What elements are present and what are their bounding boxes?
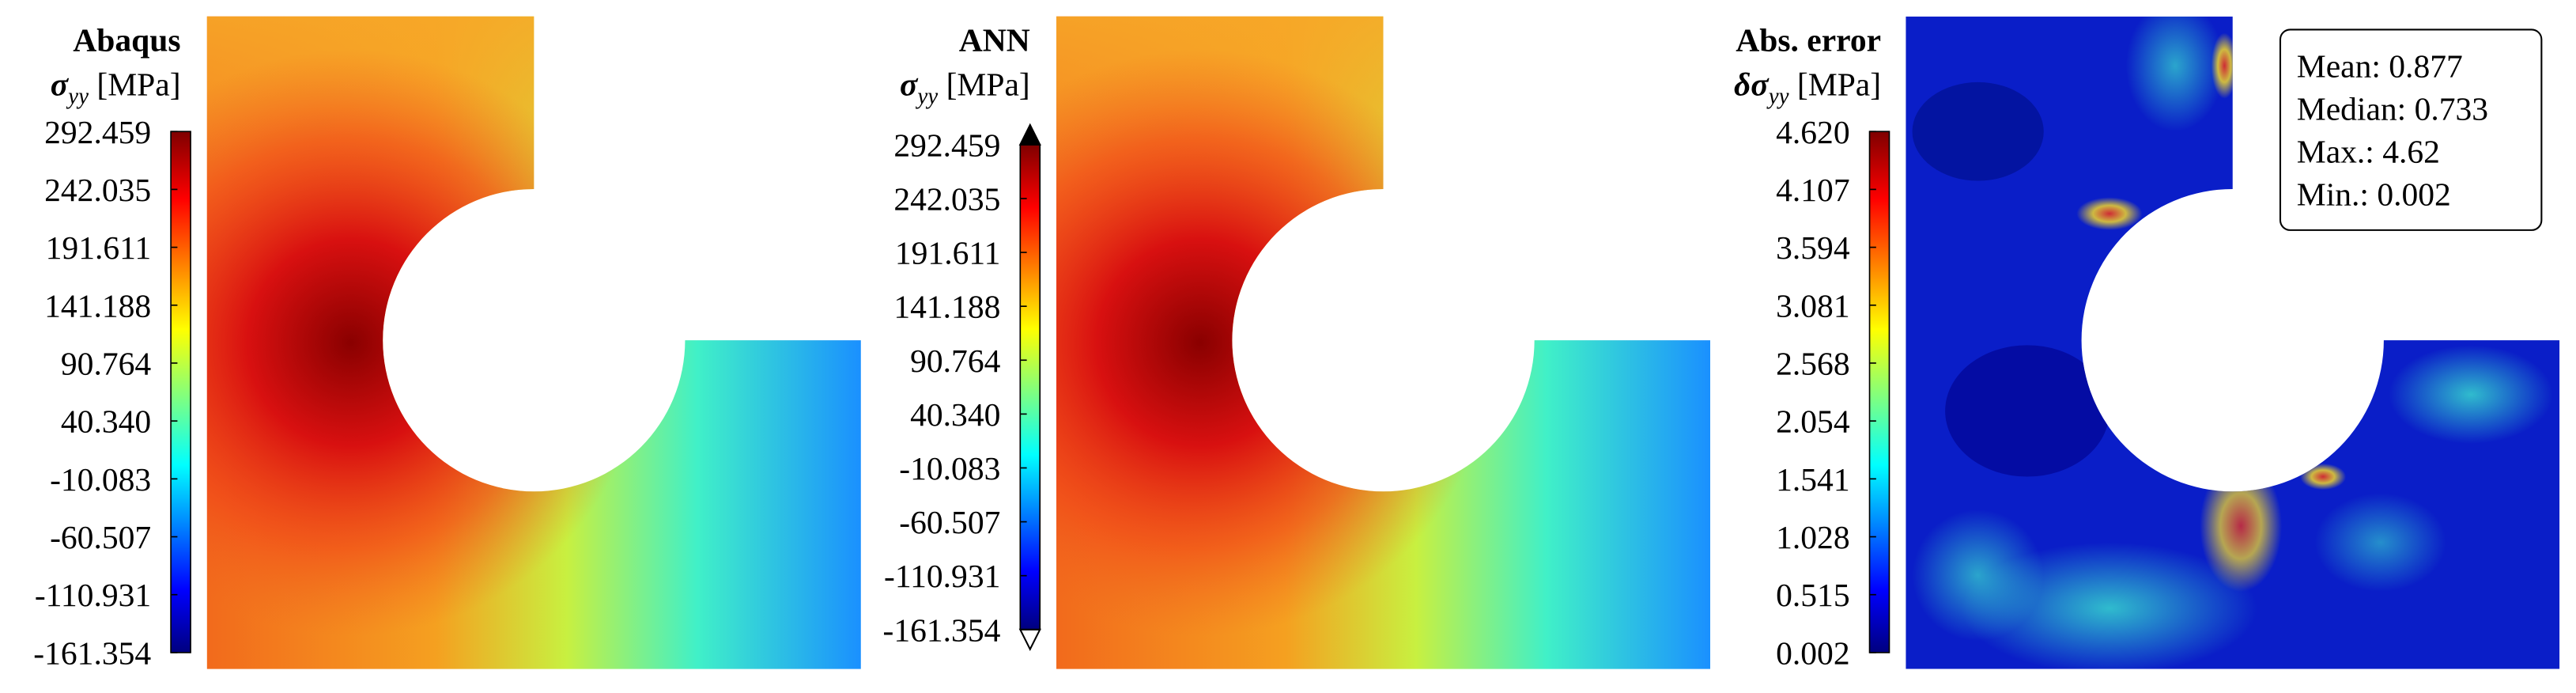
panel-title: Abs. error xyxy=(1736,21,1881,58)
colorbar-tick-label: 2.054 xyxy=(1776,403,1850,440)
colorbar-tick-label: 90.764 xyxy=(61,346,151,382)
subscript: yy xyxy=(1766,84,1789,109)
colorbar-tick-label: 40.340 xyxy=(910,396,1000,433)
stat-line: Mean: 0.877 xyxy=(2297,48,2463,85)
colorbar-tick-label: -110.931 xyxy=(884,558,1000,594)
colorbar-label: σyy [MPa] xyxy=(51,66,181,109)
stat-line: Max.: 4.62 xyxy=(2297,134,2440,170)
colorbar-tick-label: 3.594 xyxy=(1776,229,1850,266)
colorbar-tick-label: 292.459 xyxy=(44,114,151,150)
colorbar-tick-label: 141.188 xyxy=(44,287,151,324)
colorbar xyxy=(1868,131,1890,653)
colorbar-tick-label: -110.931 xyxy=(35,577,151,613)
colorbar-extend-top xyxy=(1018,123,1041,146)
colorbar-extend-bottom xyxy=(1018,628,1041,652)
abaqus-field xyxy=(206,16,861,669)
colorbar-tick-label: -60.507 xyxy=(899,504,1000,540)
colorbar-tick-label: 1.028 xyxy=(1776,519,1849,555)
colorbar-tick-label: 4.620 xyxy=(1776,114,1849,150)
colorbar-label: δσyy [MPa] xyxy=(1734,66,1881,109)
colorbar-label: σyy [MPa] xyxy=(900,66,1030,109)
colorbar-tick-label: 1.541 xyxy=(1776,461,1849,498)
ann-field xyxy=(1056,16,1710,669)
colorbar-tick-label: 3.081 xyxy=(1776,287,1849,324)
panel-title: Abaqus xyxy=(73,21,180,58)
symbol: σ xyxy=(900,66,919,103)
unit: [MPa] xyxy=(946,66,1030,103)
colorbar xyxy=(1019,144,1041,631)
symbol: δσ xyxy=(1734,66,1770,103)
colorbar-tick-label: 4.107 xyxy=(1776,172,1849,208)
unit: [MPa] xyxy=(96,66,180,103)
colorbar-tick-label: 40.340 xyxy=(61,403,151,440)
symbol: σ xyxy=(51,66,70,103)
colorbar-tick-label: 2.568 xyxy=(1776,346,1849,382)
colorbar-tick-label: -161.354 xyxy=(33,634,151,671)
colorbar-tick-label: 191.611 xyxy=(895,235,1001,271)
colorbar-tick-label: -60.507 xyxy=(50,519,151,555)
colorbar-tick-label: -10.083 xyxy=(899,450,1000,487)
colorbar-tick-label: -161.354 xyxy=(883,612,1001,648)
colorbar-tick-label: 242.035 xyxy=(44,172,151,208)
colorbar xyxy=(170,131,191,653)
colorbar-tick-label: 242.035 xyxy=(893,180,1000,217)
stat-line: Min.: 0.002 xyxy=(2297,176,2451,213)
colorbar-tick-label: 292.459 xyxy=(893,127,1000,163)
colorbar-tick-label: 90.764 xyxy=(910,343,1000,379)
stats-box xyxy=(2279,28,2543,231)
stat-line: Median: 0.733 xyxy=(2297,91,2488,127)
colorbar-tick-label: 191.611 xyxy=(46,229,152,266)
colorbar-tick-label: 0.002 xyxy=(1776,634,1849,671)
colorbar-tick-label: -10.083 xyxy=(50,461,151,498)
colorbar-tick-label: 141.188 xyxy=(893,289,1000,325)
colorbar-tick-label: 0.515 xyxy=(1776,577,1849,613)
subscript: yy xyxy=(66,84,89,109)
subscript: yy xyxy=(915,84,938,109)
unit: [MPa] xyxy=(1797,66,1881,103)
panel-title: ANN xyxy=(959,21,1030,58)
